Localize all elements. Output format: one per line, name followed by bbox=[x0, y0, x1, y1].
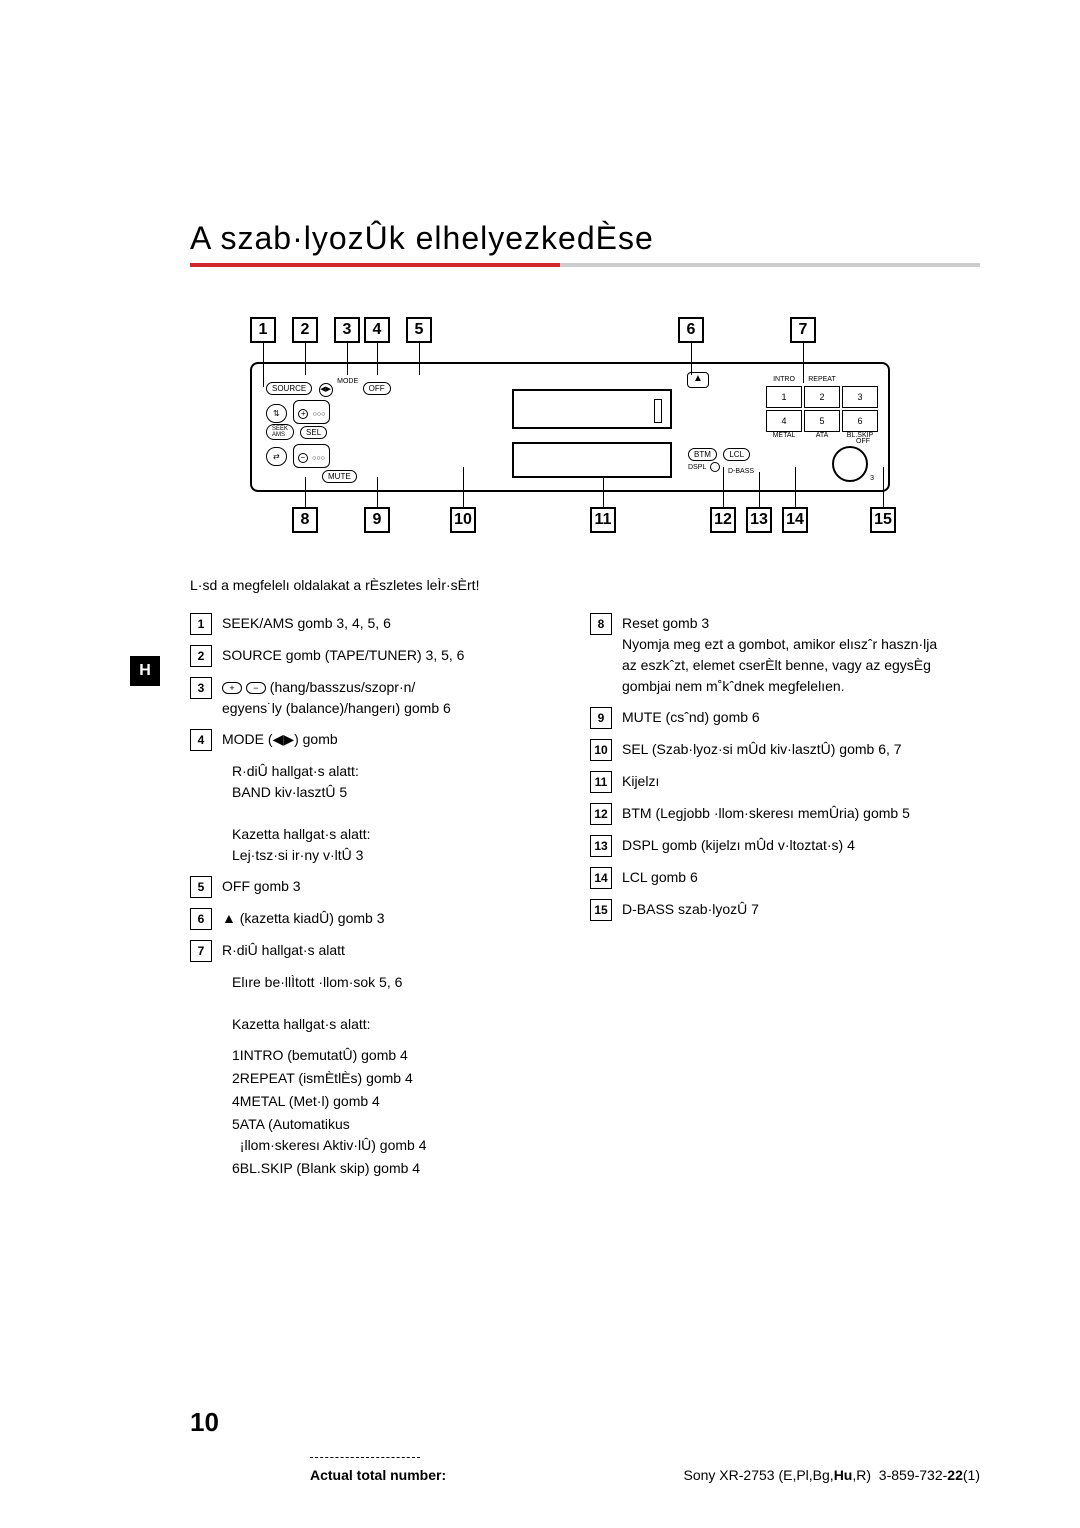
footer-label: Actual total number: bbox=[310, 1467, 446, 1483]
right-column: 8 Reset gomb 3 Nyomja meg ezt a gombot, … bbox=[590, 613, 950, 1181]
mode-label: MODE bbox=[337, 378, 358, 385]
dspl-label: DSPL bbox=[688, 464, 706, 471]
item-12: 12 BTM (Legjobb ·llom·skeresı memÛria) g… bbox=[590, 803, 950, 825]
leader bbox=[883, 467, 884, 507]
footer: Actual total number: Sony XR-2753 (E,Pl,… bbox=[0, 1467, 1080, 1483]
device-body: SOURCE ◀▶ MODE OFF ⇅ + ○○○ SEEK AMS SEL bbox=[250, 362, 890, 492]
footer-dash bbox=[310, 1457, 420, 1458]
sublist-2: 2REPEAT (ismÈtlÈs) gomb 4 bbox=[232, 1068, 550, 1089]
sublist-6: 6BL.SKIP (Blank skip) gomb 4 bbox=[232, 1158, 550, 1179]
item-1: 1 SEEK/AMS gomb 3, 4, 5, 6 bbox=[190, 613, 550, 635]
lcl-button: LCL bbox=[723, 448, 750, 461]
callout-8: 8 bbox=[292, 507, 318, 533]
item-3: 3 + − (hang/basszus/szopr·n/ egyens˙ly (… bbox=[190, 677, 550, 719]
item-4-sub: R·diÛ hallgat·s alatt: BAND kiv·lasztÛ 5… bbox=[232, 761, 550, 866]
item-5: 5 OFF gomb 3 bbox=[190, 876, 550, 898]
leader bbox=[723, 467, 724, 507]
callout-13: 13 bbox=[746, 507, 772, 533]
left-column: 1 SEEK/AMS gomb 3, 4, 5, 6 2 SOURCE gomb… bbox=[190, 613, 550, 1181]
preset-6: 6 bbox=[842, 410, 878, 432]
footer-right: Sony XR-2753 (E,Pl,Bg,Hu,R) 3-859-732-22… bbox=[684, 1467, 981, 1483]
side-tab: H bbox=[130, 656, 160, 686]
dbass-label: D-BASS bbox=[728, 468, 754, 475]
leftright-button: ⇄ bbox=[266, 447, 287, 466]
dbass-knob: OFF 3 bbox=[832, 446, 868, 482]
leader bbox=[795, 467, 796, 507]
leader bbox=[463, 467, 464, 507]
sel-button: SEL bbox=[300, 426, 327, 439]
item-7-sub: Elıre be·llÌtott ·llom·sok 5, 6 Kazetta … bbox=[232, 972, 550, 1035]
callout-1: 1 bbox=[250, 317, 276, 343]
repeat-label: REPEAT bbox=[804, 376, 840, 383]
device-right-controls: INTRO REPEAT 1 2 3 4 5 6 METAL ATA BL.SK… bbox=[648, 376, 878, 482]
callout-14: 14 bbox=[782, 507, 808, 533]
seek-ams-button: SEEK AMS bbox=[266, 424, 294, 440]
off-button: OFF bbox=[363, 382, 391, 395]
preset-1: 1 bbox=[766, 386, 802, 408]
callout-3: 3 bbox=[334, 317, 360, 343]
description-columns: 1 SEEK/AMS gomb 3, 4, 5, 6 2 SOURCE gomb… bbox=[190, 613, 980, 1181]
item-13: 13 DSPL gomb (kijelzı mÛd v·ltoztat·s) 4 bbox=[590, 835, 950, 857]
updown-button: ⇅ bbox=[266, 404, 287, 423]
item-10: 10 SEL (Szab·lyoz·si mÛd kiv·lasztÛ) gom… bbox=[590, 739, 950, 761]
callout-10: 10 bbox=[450, 507, 476, 533]
item-6: 6 ▲ (kazetta kiadÛ) gomb 3 bbox=[190, 908, 550, 930]
sublist-1: 1INTRO (bemutatÛ) gomb 4 bbox=[232, 1045, 550, 1066]
plus-icon: + bbox=[222, 682, 242, 694]
item-15: 15 D-BASS szab·lyozÛ 7 bbox=[590, 899, 950, 921]
preset-3: 3 bbox=[842, 386, 878, 408]
callout-15: 15 bbox=[870, 507, 896, 533]
minus-icon: − bbox=[246, 682, 266, 694]
minus-indicator: − ○○○ bbox=[293, 444, 330, 468]
item-11: 11 Kijelzı bbox=[590, 771, 950, 793]
mode-button: ◀▶ bbox=[319, 383, 333, 397]
leader bbox=[603, 477, 604, 507]
device-left-controls: SOURCE ◀▶ MODE OFF ⇅ + ○○○ SEEK AMS SEL bbox=[262, 376, 492, 482]
dspl-button bbox=[710, 462, 720, 472]
ata-label: ATA bbox=[804, 432, 840, 439]
item-7-sublist: 1INTRO (bemutatÛ) gomb 4 2REPEAT (ismÈtl… bbox=[232, 1045, 550, 1179]
callout-4: 4 bbox=[364, 317, 390, 343]
item-7: 7 R·diÛ hallgat·s alatt bbox=[190, 940, 550, 962]
sublist-4: 4METAL (Met·l) gomb 4 bbox=[232, 1091, 550, 1112]
callout-6: 6 bbox=[678, 317, 704, 343]
preset-4: 4 bbox=[766, 410, 802, 432]
page-title-block: A szab·lyozÛk elhelyezkedÈse bbox=[190, 220, 980, 267]
leader bbox=[377, 477, 378, 507]
callout-5: 5 bbox=[406, 317, 432, 343]
callout-2: 2 bbox=[292, 317, 318, 343]
btm-button: BTM bbox=[688, 448, 717, 461]
leader bbox=[759, 472, 760, 507]
source-button: SOURCE bbox=[266, 382, 312, 395]
device-diagram: 1 2 3 4 5 6 7 SOURCE ◀▶ MODE OFF bbox=[230, 317, 930, 537]
preset-5: 5 bbox=[804, 410, 840, 432]
item-4: 4 MODE (◀▶) gomb bbox=[190, 729, 550, 751]
metal-label: METAL bbox=[766, 432, 802, 439]
sublist-5: 5ATA (Automatikus ¡llom·skeresı Aktiv·lÛ… bbox=[232, 1114, 550, 1156]
callout-9: 9 bbox=[364, 507, 390, 533]
preset-2: 2 bbox=[804, 386, 840, 408]
leader bbox=[305, 477, 306, 507]
callout-11: 11 bbox=[590, 507, 616, 533]
preset-button-grid: 1 2 3 4 5 6 bbox=[766, 386, 878, 432]
title-underline-red bbox=[190, 263, 560, 267]
plusminus-indicator: + ○○○ bbox=[293, 400, 330, 424]
page-number: 10 bbox=[190, 1407, 219, 1438]
title-underline bbox=[190, 263, 980, 267]
page-title: A szab·lyozÛk elhelyezkedÈse bbox=[190, 220, 980, 257]
callout-12: 12 bbox=[710, 507, 736, 533]
off-label-knob: OFF bbox=[856, 438, 870, 445]
callout-7: 7 bbox=[790, 317, 816, 343]
item-2: 2 SOURCE gomb (TAPE/TUNER) 3, 5, 6 bbox=[190, 645, 550, 667]
mute-button: MUTE bbox=[322, 470, 357, 483]
item-14: 14 LCL gomb 6 bbox=[590, 867, 950, 889]
intro-text: L·sd a megfelelı oldalakat a rÈszletes l… bbox=[190, 577, 980, 593]
intro-label: INTRO bbox=[766, 376, 802, 383]
item-9: 9 MUTE (csˆnd) gomb 6 bbox=[590, 707, 950, 729]
item-8: 8 Reset gomb 3 Nyomja meg ezt a gombot, … bbox=[590, 613, 950, 697]
